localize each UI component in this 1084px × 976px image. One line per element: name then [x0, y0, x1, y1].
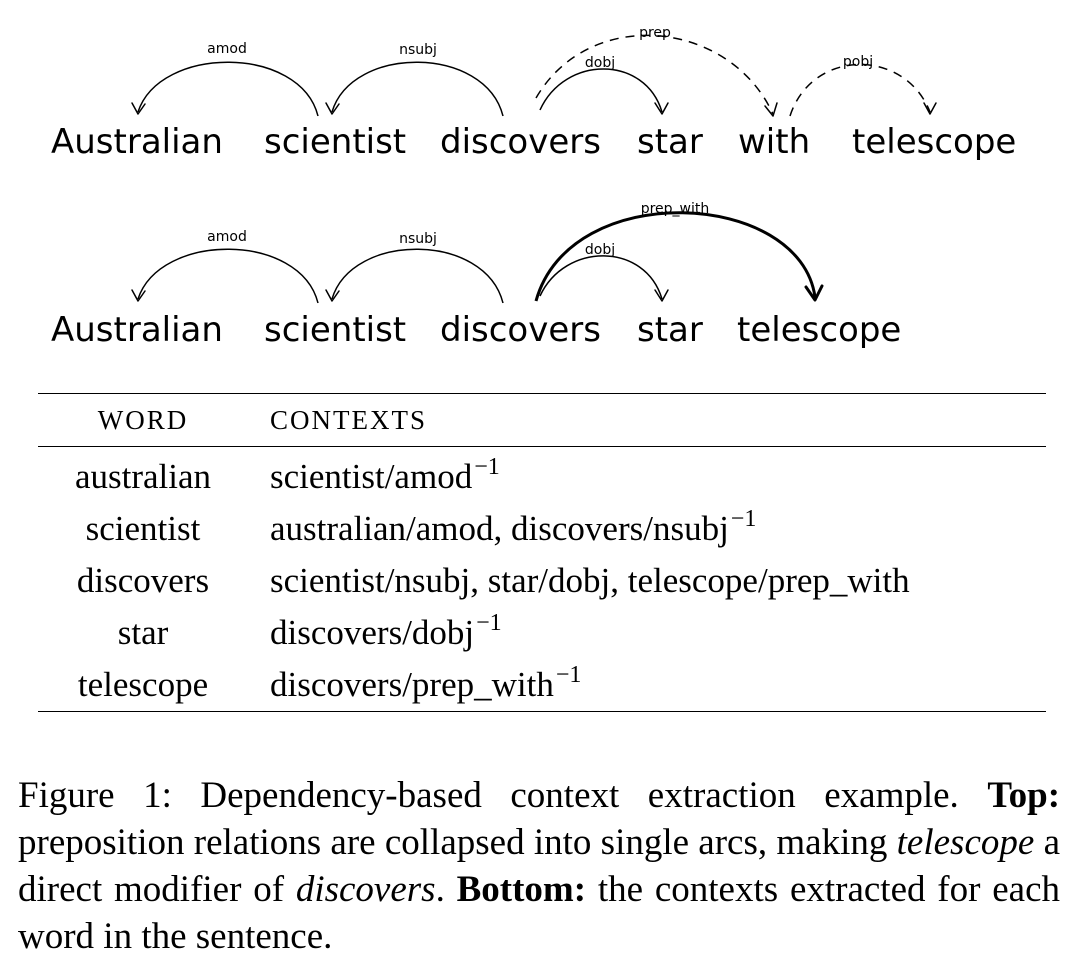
- token-australian-top: Australian: [51, 122, 223, 162]
- inverse-superscript: −1: [474, 454, 500, 480]
- row-contexts: discovers/dobj−1: [248, 607, 1046, 659]
- header-contexts: CONTEXTS: [270, 404, 427, 435]
- row-word: discovers: [76, 561, 210, 600]
- arrowhead-icon: [654, 289, 669, 302]
- arc-amod-bottom: [137, 248, 319, 304]
- inverse-superscript: −1: [476, 610, 502, 636]
- arc-nsubj-top: [331, 61, 504, 117]
- row-contexts: scientist/nsubj, star/dobj, telescope/pr…: [248, 555, 1046, 607]
- arc-label-prep-with-bottom: prep_with: [641, 201, 710, 217]
- caption-emphasis: telescope: [896, 822, 1035, 863]
- token-scientist-bottom: scientist: [264, 310, 406, 350]
- arrowhead-icon: [325, 289, 340, 302]
- table-row: star discovers/dobj−1: [38, 607, 1046, 659]
- arc-label-nsubj-bottom: nsubj: [399, 231, 437, 247]
- caption-top-label: Top:: [987, 775, 1061, 816]
- token-telescope-bottom: telescope: [737, 310, 901, 350]
- arc-nsubj-bottom: [331, 248, 504, 304]
- bottom-diagram: amod nsubj dobj prep_with Australian sci…: [51, 201, 901, 350]
- arrowhead-icon: [131, 102, 146, 115]
- token-star-top: star: [637, 122, 703, 162]
- arc-label-pobj-top: pobj: [843, 54, 873, 70]
- arrowhead-icon: [654, 102, 669, 115]
- top-diagram: amod nsubj dobj prep pobj Australian sci…: [51, 25, 1016, 162]
- row-word: australian: [74, 457, 212, 496]
- caption-lead: Figure 1: Dependency-based context extra…: [18, 775, 959, 816]
- inverse-superscript: −1: [555, 662, 582, 688]
- token-discovers-bottom: discovers: [440, 310, 601, 350]
- token-australian-bottom: Australian: [51, 310, 223, 350]
- arc-prep-with-bottom: [534, 211, 817, 302]
- arrowhead-icon: [131, 289, 146, 302]
- arc-label-amod-bottom: amod: [207, 229, 247, 245]
- row-contexts: australian/amod, discovers/nsubj−1: [248, 503, 1046, 555]
- arc-dobj-bottom: [539, 255, 663, 300]
- contexts-text: scientist/amod: [270, 457, 473, 496]
- arc-dobj-top: [539, 68, 663, 113]
- row-contexts: scientist/amod−1: [248, 447, 1046, 504]
- arrowhead-icon: [923, 102, 937, 115]
- arrowhead-icon: [764, 102, 778, 117]
- contexts-text: discovers/dobj: [270, 613, 475, 652]
- contexts-text: discovers/prep_with: [270, 665, 554, 704]
- row-word: telescope: [77, 665, 209, 704]
- arrowhead-icon: [325, 102, 340, 115]
- table-header-row: WORD CONTEXTS: [38, 393, 1046, 447]
- header-word: WORD: [97, 404, 189, 435]
- arc-label-dobj-top: dobj: [585, 55, 615, 71]
- caption-text: a direct modifier of: [18, 822, 1060, 910]
- table-row: australian scientist/amod−1: [38, 447, 1046, 504]
- arc-label-amod-top: amod: [207, 41, 247, 57]
- arc-amod-top: [137, 61, 319, 117]
- token-discovers-top: discovers: [440, 122, 601, 162]
- arc-label-prep-top: prep: [639, 25, 671, 41]
- caption-emphasis: discovers: [295, 869, 436, 910]
- figure-caption: Figure 1: Dependency-based context extra…: [18, 772, 1060, 960]
- contexts-text: scientist/nsubj, star/dobj, telescope/pr…: [270, 561, 910, 600]
- dependency-diagrams: amod nsubj dobj prep pobj Australian sci…: [51, 25, 1016, 350]
- arrowhead-icon: [804, 284, 824, 302]
- table-row: scientist australian/amod, discovers/nsu…: [38, 503, 1046, 555]
- arc-label-nsubj-top: nsubj: [399, 42, 437, 58]
- arc-pobj-top: [789, 63, 931, 117]
- caption-text: .: [435, 869, 445, 910]
- inverse-superscript: −1: [730, 506, 757, 532]
- row-word: star: [117, 613, 169, 652]
- arc-prep-top: [535, 34, 774, 115]
- table-row: discovers scientist/nsubj, star/dobj, te…: [38, 555, 1046, 607]
- caption-text: the contexts extracted for each word in …: [18, 869, 1060, 957]
- token-scientist-top: scientist: [264, 122, 406, 162]
- table-row: telescope discovers/prep_with−1: [38, 659, 1046, 712]
- contexts-text: australian/amod, discovers/nsubj: [270, 509, 729, 548]
- arc-label-dobj-bottom: dobj: [585, 242, 615, 258]
- token-with-top: with: [738, 122, 810, 162]
- contexts-table: WORD CONTEXTS australian scientist/amod−…: [38, 393, 1046, 712]
- row-contexts: discovers/prep_with−1: [248, 659, 1046, 712]
- token-telescope-top: telescope: [852, 122, 1016, 162]
- caption-text: preposition relations are collapsed into…: [18, 822, 897, 863]
- row-word: scientist: [85, 509, 201, 548]
- token-star-bottom: star: [637, 310, 703, 350]
- caption-bottom-label: Bottom:: [456, 869, 587, 910]
